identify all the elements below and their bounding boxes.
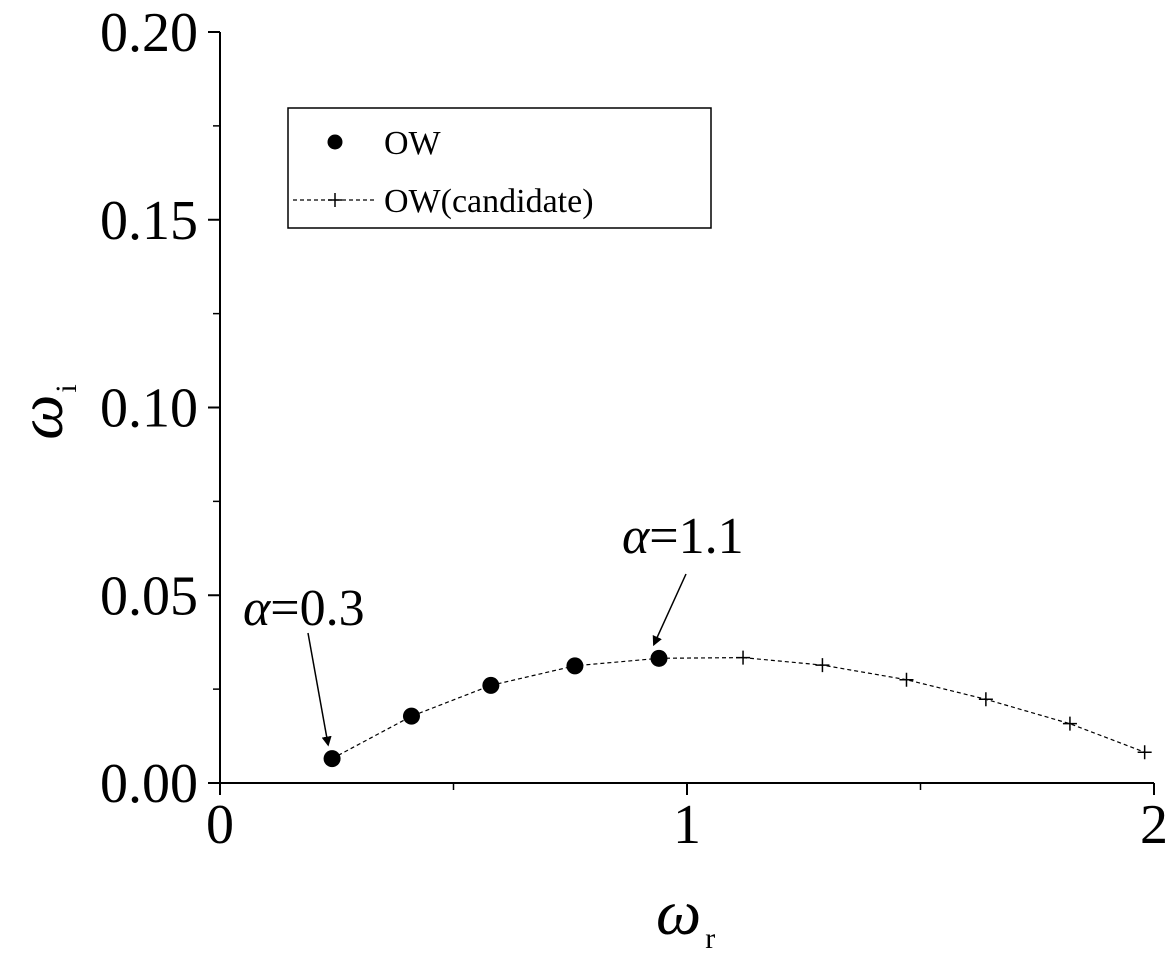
y-axis-title: ωi	[5, 384, 83, 440]
y-tick-label: 0.10	[100, 378, 198, 440]
ticks: 0 1 2 0.00 0.05 0.10 0.15 0.20	[100, 2, 1168, 856]
legend-marker-candidate	[328, 193, 342, 207]
data-point-ow	[323, 750, 341, 768]
data-point-ow-candidate	[899, 672, 914, 687]
annotation-label: α=0.3	[243, 580, 365, 637]
data-point-ow	[402, 707, 420, 725]
data-point-ow-candidate	[1062, 716, 1077, 731]
annotation-value: =1.1	[649, 508, 743, 565]
data-point-ow-candidate	[1137, 745, 1152, 760]
series-line-ow	[331, 657, 660, 760]
data-point-ow	[650, 649, 668, 667]
legend-box	[287, 107, 712, 229]
annotation-label: α=1.1	[622, 508, 744, 565]
x-tick-label: 2	[1140, 794, 1168, 856]
annotations: α=0.3α=1.1	[243, 508, 744, 747]
series-lines	[331, 656, 1145, 760]
data-point-ow	[482, 676, 500, 694]
annotation-value: =0.3	[270, 580, 364, 637]
legend-label-candidate: OW(candidate)	[384, 183, 594, 220]
annotation-arrow	[307, 632, 332, 747]
data-point-ow-candidate	[736, 650, 751, 665]
series-points	[323, 649, 1152, 768]
annotation-symbol: α	[622, 508, 651, 565]
data-point-ow	[566, 657, 584, 675]
legend-label-ow: OW	[384, 125, 442, 162]
annotation-symbol: α	[243, 580, 272, 637]
legend-marker-ow	[327, 134, 343, 150]
data-point-ow-candidate	[815, 658, 830, 673]
legend: OW OW(candidate)	[287, 107, 712, 229]
y-tick-label: 0.05	[100, 565, 198, 627]
x-tick-label: 1	[673, 794, 701, 856]
y-tick-label: 0.15	[100, 190, 198, 252]
y-tick-label: 0.20	[100, 2, 198, 64]
x-tick-label: 0	[206, 794, 234, 856]
annotation-arrow	[652, 573, 687, 647]
series-line-ow-candidate	[658, 656, 1145, 753]
data-point-ow-candidate	[978, 692, 993, 707]
y-tick-label: 0.00	[100, 753, 198, 815]
